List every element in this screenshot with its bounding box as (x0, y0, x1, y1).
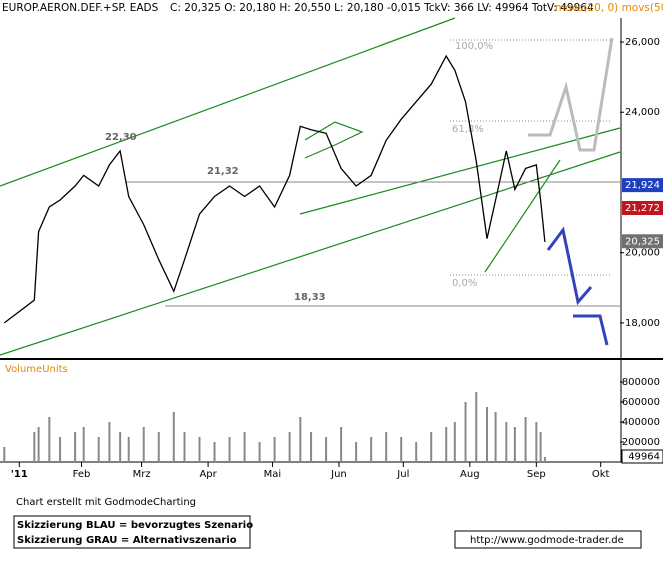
price-line (3, 54, 546, 324)
legend-grey: Skizzierung GRAU = Alternativszenario (17, 535, 237, 546)
levels (125, 39, 620, 307)
blue-scenario (573, 314, 609, 346)
price-box-label: 21,272 (625, 203, 660, 214)
x-tick-label: Apr (199, 469, 217, 480)
x-tick-label: Mai (264, 469, 282, 480)
x-tick-label: Sep (527, 469, 546, 480)
indicators: movs(20, 0) movs(50, 0) (555, 2, 663, 14)
price-box (622, 201, 663, 216)
annotation: 0,0% (452, 278, 477, 289)
blue-scenario (546, 226, 593, 306)
annotation: 61,8% (452, 124, 484, 135)
volume-tick-label: 200000 (622, 437, 660, 448)
x-tick-label: Mrz (133, 469, 151, 480)
x-tick-label: Jul (396, 469, 409, 480)
legend-box (13, 515, 251, 549)
price-box-label: 21,924 (625, 180, 660, 191)
x-tick-label: Jun (330, 469, 347, 480)
y-tick-label: 18,000 (625, 318, 660, 329)
volume-tick-label: 800000 (622, 377, 660, 388)
volume-box-label: 49964 (628, 452, 660, 463)
x-tick-label: Okt (592, 469, 610, 480)
price-box (622, 178, 663, 193)
annotation: 21,32 (207, 166, 239, 177)
url-box (454, 530, 642, 549)
annotation: 100,0% (455, 41, 493, 52)
annotation: 18,33 (294, 292, 326, 303)
x-tick-label: Feb (73, 469, 91, 480)
annotation: 22,30 (105, 132, 137, 143)
legend-blue: Skizzierung BLAU = bevorzugtes Szenario (17, 520, 253, 531)
volume-label: VolumeUnits (5, 364, 68, 375)
grey-scenario (528, 37, 614, 152)
y-tick-label: 24,000 (625, 107, 660, 118)
url: http://www.godmode-trader.de (470, 535, 624, 546)
y-tick-label: 20,000 (625, 248, 660, 259)
x-tick-label: '11 (11, 469, 28, 480)
credit: Chart erstellt mit GodmodeCharting (16, 497, 196, 508)
quote: C: 20,325 O: 20,180 H: 20,550 L: 20,180 … (170, 2, 594, 14)
x-tick-label: Aug (460, 469, 480, 480)
volume-tick-label: 600000 (622, 397, 660, 408)
y-tick-label: 26,000 (625, 37, 660, 48)
symbol: EUROP.AERON.DEF.+SP. EADS (2, 2, 159, 14)
volume-box (621, 449, 663, 464)
volume-tick-label: 400000 (622, 417, 660, 428)
price-box-label: 20,325 (625, 236, 660, 247)
price-box (622, 234, 663, 249)
